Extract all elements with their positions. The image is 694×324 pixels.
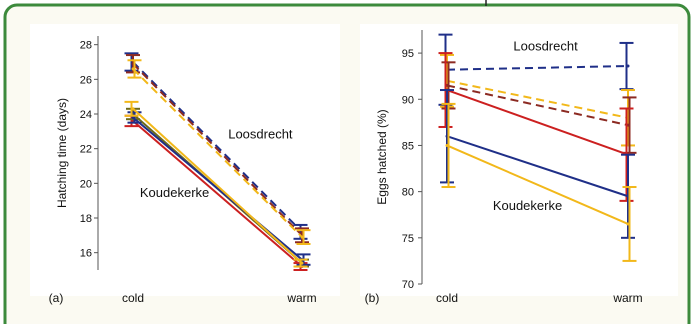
- y-axis-label: Hatching time (days): [55, 98, 69, 208]
- data-point: [626, 222, 630, 226]
- series-line: [132, 63, 303, 237]
- y-tick-label: 28: [80, 40, 92, 52]
- series-3: [441, 61, 637, 154]
- series-line: [446, 144, 629, 225]
- x-tick-label: cold: [122, 291, 144, 305]
- panel-label: (a): [49, 291, 64, 305]
- series-line: [446, 79, 629, 119]
- data-point: [300, 235, 304, 239]
- panel-b-eggs-hatched: 70 75 80 85 90 95 Eggs hatched (%) cold warm (b) L…: [360, 24, 678, 305]
- y-tick-label: 90: [402, 94, 414, 106]
- annotation-label: Loosdrecht: [228, 126, 293, 141]
- series-line: [132, 68, 303, 238]
- panel-label: (b): [365, 291, 380, 305]
- panel-a-hatching-time: 16 18 20 22 24 26 28 Hatching time (days) cold wa…: [30, 24, 340, 305]
- data-point: [626, 64, 630, 68]
- x-tick-label: warm: [612, 291, 642, 305]
- x-tick-label: cold: [436, 291, 458, 305]
- series-line: [132, 120, 303, 268]
- y-tick-label: 70: [402, 279, 414, 291]
- data-point: [445, 143, 449, 147]
- annotation-label: Loosdrecht: [513, 38, 578, 53]
- y-tick-label: 26: [80, 74, 92, 86]
- series-7: [124, 100, 308, 268]
- series-line: [132, 116, 303, 261]
- y-tick-label: 18: [80, 213, 92, 225]
- series-3: [127, 59, 311, 245]
- y-tick-label: 22: [80, 144, 92, 156]
- series-6: [441, 102, 637, 262]
- data-point: [131, 67, 135, 71]
- annotation-label: Koudekerke: [493, 198, 562, 213]
- data-point: [131, 107, 135, 111]
- series-line: [132, 108, 303, 264]
- annotation-label: Koudekerke: [140, 185, 209, 200]
- series-line: [446, 135, 629, 198]
- series-line: [446, 65, 629, 71]
- x-tick-label: warm: [286, 291, 316, 305]
- series-line: [132, 61, 303, 233]
- y-tick-label: 95: [402, 48, 414, 60]
- series-line: [446, 84, 629, 127]
- y-tick-label: 80: [402, 187, 414, 199]
- y-tick-label: 16: [80, 248, 92, 260]
- y-tick-label: 20: [80, 178, 92, 190]
- series-line: [446, 89, 629, 156]
- y-tick-label: 24: [80, 109, 92, 121]
- data-point: [300, 261, 304, 265]
- y-tick-label: 75: [402, 233, 414, 245]
- y-tick-label: 85: [402, 140, 414, 152]
- y-axis-label: Eggs hatched (%): [375, 109, 389, 204]
